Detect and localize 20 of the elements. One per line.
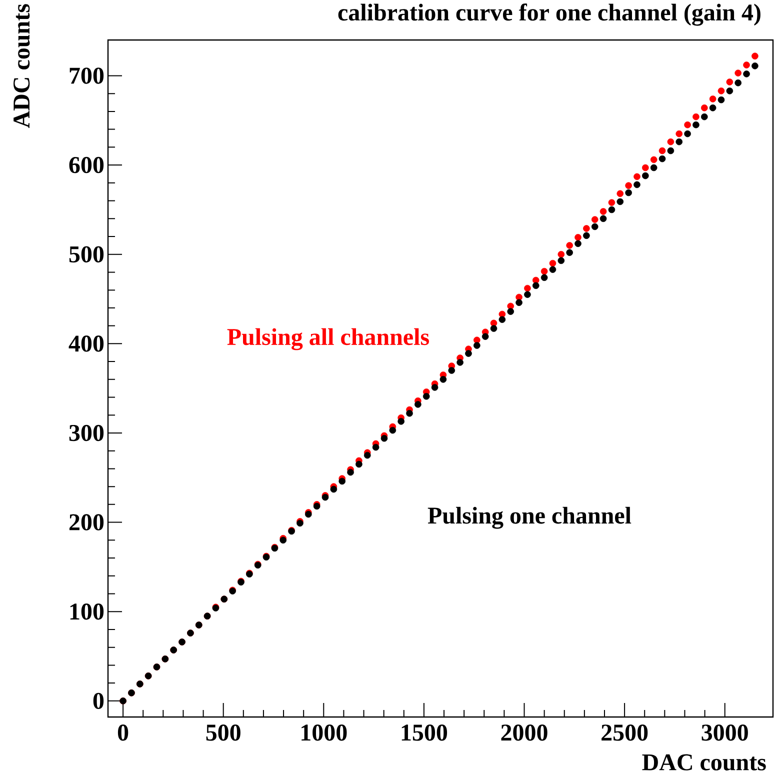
x-tick-label: 2000	[501, 724, 548, 741]
x-axis-title: DAC counts	[642, 754, 766, 770]
x-tick-label: 1500	[402, 724, 448, 741]
x-tick-label: 2500	[602, 724, 648, 741]
y-tick-label: 200	[69, 514, 104, 530]
y-axis-title: ADC counts	[14, 4, 30, 128]
y-tick-label: 400	[68, 336, 104, 352]
x-tick-label: 3000	[702, 724, 748, 741]
text: Pulsing one channel	[428, 506, 632, 529]
chart-title: calibration curve for one channel (gain 4)	[338, 4, 760, 26]
y-tick-label: 100	[70, 604, 104, 620]
x-tick-label: 0	[118, 724, 128, 741]
y-tick-label: 600	[69, 156, 104, 174]
x-tick-label: 500	[206, 724, 240, 741]
y-tick-label: 0	[93, 692, 104, 710]
y-tick-label: 700	[70, 68, 104, 84]
y-tick-label: 500	[69, 246, 104, 262]
y-tick-label: 300	[69, 424, 104, 442]
x-tick-label: 1000	[302, 724, 347, 741]
series-label: Pulsing all channels	[227, 328, 429, 350]
